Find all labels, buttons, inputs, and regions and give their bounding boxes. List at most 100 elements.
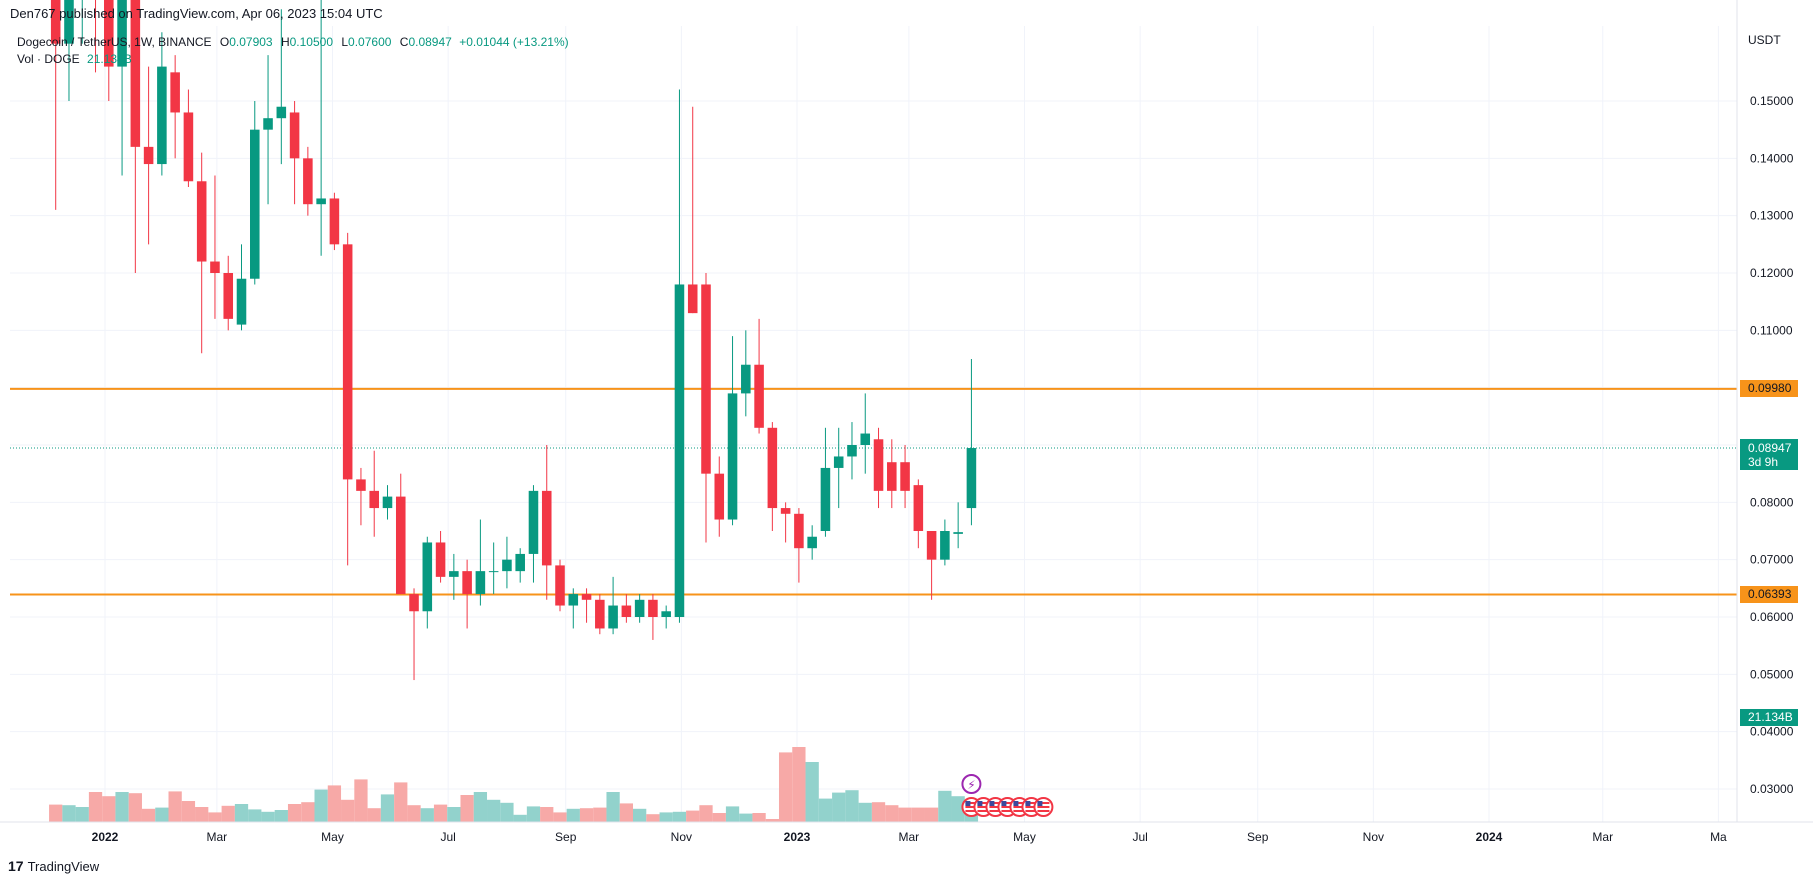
candle[interactable] [966, 359, 977, 526]
candle[interactable] [382, 485, 393, 520]
candle[interactable] [555, 559, 565, 612]
candle[interactable] [687, 106, 698, 314]
candle-body [263, 118, 273, 130]
volume-label[interactable]: Vol · DOGE [17, 52, 80, 66]
candle[interactable] [860, 393, 871, 474]
volume-bar [314, 789, 328, 822]
candle[interactable] [913, 479, 924, 549]
candle[interactable] [356, 467, 366, 526]
candle[interactable] [289, 101, 300, 205]
footer-brand[interactable]: 17 TradingView [8, 858, 99, 874]
candle[interactable] [462, 559, 472, 629]
candle[interactable] [342, 232, 353, 566]
candle[interactable] [833, 427, 844, 509]
volume-bar [354, 779, 368, 822]
candle[interactable] [449, 553, 459, 600]
price-axis[interactable]: 0.03000 0.04000 0.05000 0.06000 0.07000 0.080… [1736, 0, 1794, 822]
candle[interactable] [807, 525, 817, 560]
candle[interactable] [714, 456, 725, 537]
volume-bar [221, 805, 235, 822]
candle[interactable] [581, 588, 592, 623]
candle-body [130, 0, 141, 147]
x-tick-label: 2022 [92, 830, 119, 844]
time-axis[interactable]: 2022 Mar May Jul Sep Nov 2023 Mar May Jul Sep Nov 20… [0, 821, 1813, 844]
candle-body [621, 605, 632, 617]
candle[interactable] [727, 336, 738, 526]
candle[interactable] [502, 536, 512, 589]
us-flag-canton [1013, 801, 1019, 806]
high-label: H [280, 35, 290, 49]
candle[interactable] [475, 519, 486, 606]
candle[interactable] [263, 55, 273, 205]
candle[interactable] [926, 531, 937, 600]
candle[interactable] [595, 594, 605, 635]
candle[interactable] [236, 244, 247, 331]
last-price-value: 0.08947 [1748, 441, 1792, 456]
candle-body [64, 0, 74, 44]
volume-bar [858, 802, 872, 822]
candle-body [369, 490, 379, 509]
lightning-icon[interactable]: ⚡ [961, 774, 982, 794]
event-markers[interactable]: ⚡ [961, 774, 1054, 817]
candle[interactable] [422, 536, 433, 629]
candle[interactable] [873, 427, 884, 509]
candle[interactable] [117, 0, 127, 176]
candle[interactable] [754, 318, 764, 434]
candle[interactable] [900, 445, 910, 509]
candle[interactable] [741, 330, 751, 417]
volume-bar [473, 792, 488, 822]
candle[interactable] [887, 439, 897, 509]
candle[interactable] [621, 594, 632, 623]
candle[interactable] [77, 0, 87, 44]
candle[interactable] [541, 445, 552, 600]
candle[interactable] [568, 588, 579, 629]
candle[interactable] [648, 594, 658, 640]
candle[interactable] [674, 89, 685, 623]
candle-body [741, 364, 751, 394]
candle[interactable] [794, 508, 804, 583]
candle[interactable] [157, 32, 167, 176]
candle[interactable] [170, 55, 180, 159]
candle[interactable] [91, 0, 101, 73]
us-flag-icon[interactable] [1033, 797, 1054, 817]
candle[interactable] [661, 605, 671, 629]
candle[interactable] [820, 427, 831, 537]
candle[interactable] [369, 450, 379, 537]
candle[interactable] [608, 576, 618, 635]
candle[interactable] [196, 152, 207, 354]
candle[interactable] [329, 192, 340, 251]
candle[interactable] [143, 66, 154, 245]
candle[interactable] [488, 542, 499, 595]
candle[interactable] [223, 255, 234, 331]
candle[interactable] [316, 0, 326, 256]
volume-bar [619, 803, 634, 822]
us-flag-canton [989, 801, 995, 806]
candle[interactable] [249, 101, 260, 285]
candle-body [701, 284, 711, 474]
candle[interactable] [634, 594, 645, 623]
candle[interactable] [210, 175, 220, 319]
candle[interactable] [435, 531, 446, 583]
candle[interactable] [940, 519, 950, 566]
symbol-name[interactable]: Dogecoin / TetherUS, 1W, BINANCE [17, 35, 212, 49]
candle[interactable] [528, 485, 539, 583]
candle[interactable] [183, 89, 194, 187]
candle[interactable] [395, 473, 406, 595]
candle[interactable] [303, 146, 313, 216]
candle[interactable] [104, 0, 114, 101]
candle[interactable] [767, 422, 778, 531]
candle[interactable] [50, 0, 61, 210]
candle[interactable] [701, 273, 711, 543]
volume-bar [739, 813, 753, 822]
candle[interactable] [276, 9, 287, 165]
candle[interactable] [64, 0, 74, 101]
candle-body [674, 284, 685, 617]
candle[interactable] [953, 502, 963, 549]
candle[interactable] [130, 0, 141, 273]
candle[interactable] [847, 422, 857, 480]
candle[interactable] [780, 502, 791, 543]
volume-bar [261, 811, 275, 822]
candle[interactable] [515, 548, 525, 583]
candle[interactable] [409, 588, 419, 681]
